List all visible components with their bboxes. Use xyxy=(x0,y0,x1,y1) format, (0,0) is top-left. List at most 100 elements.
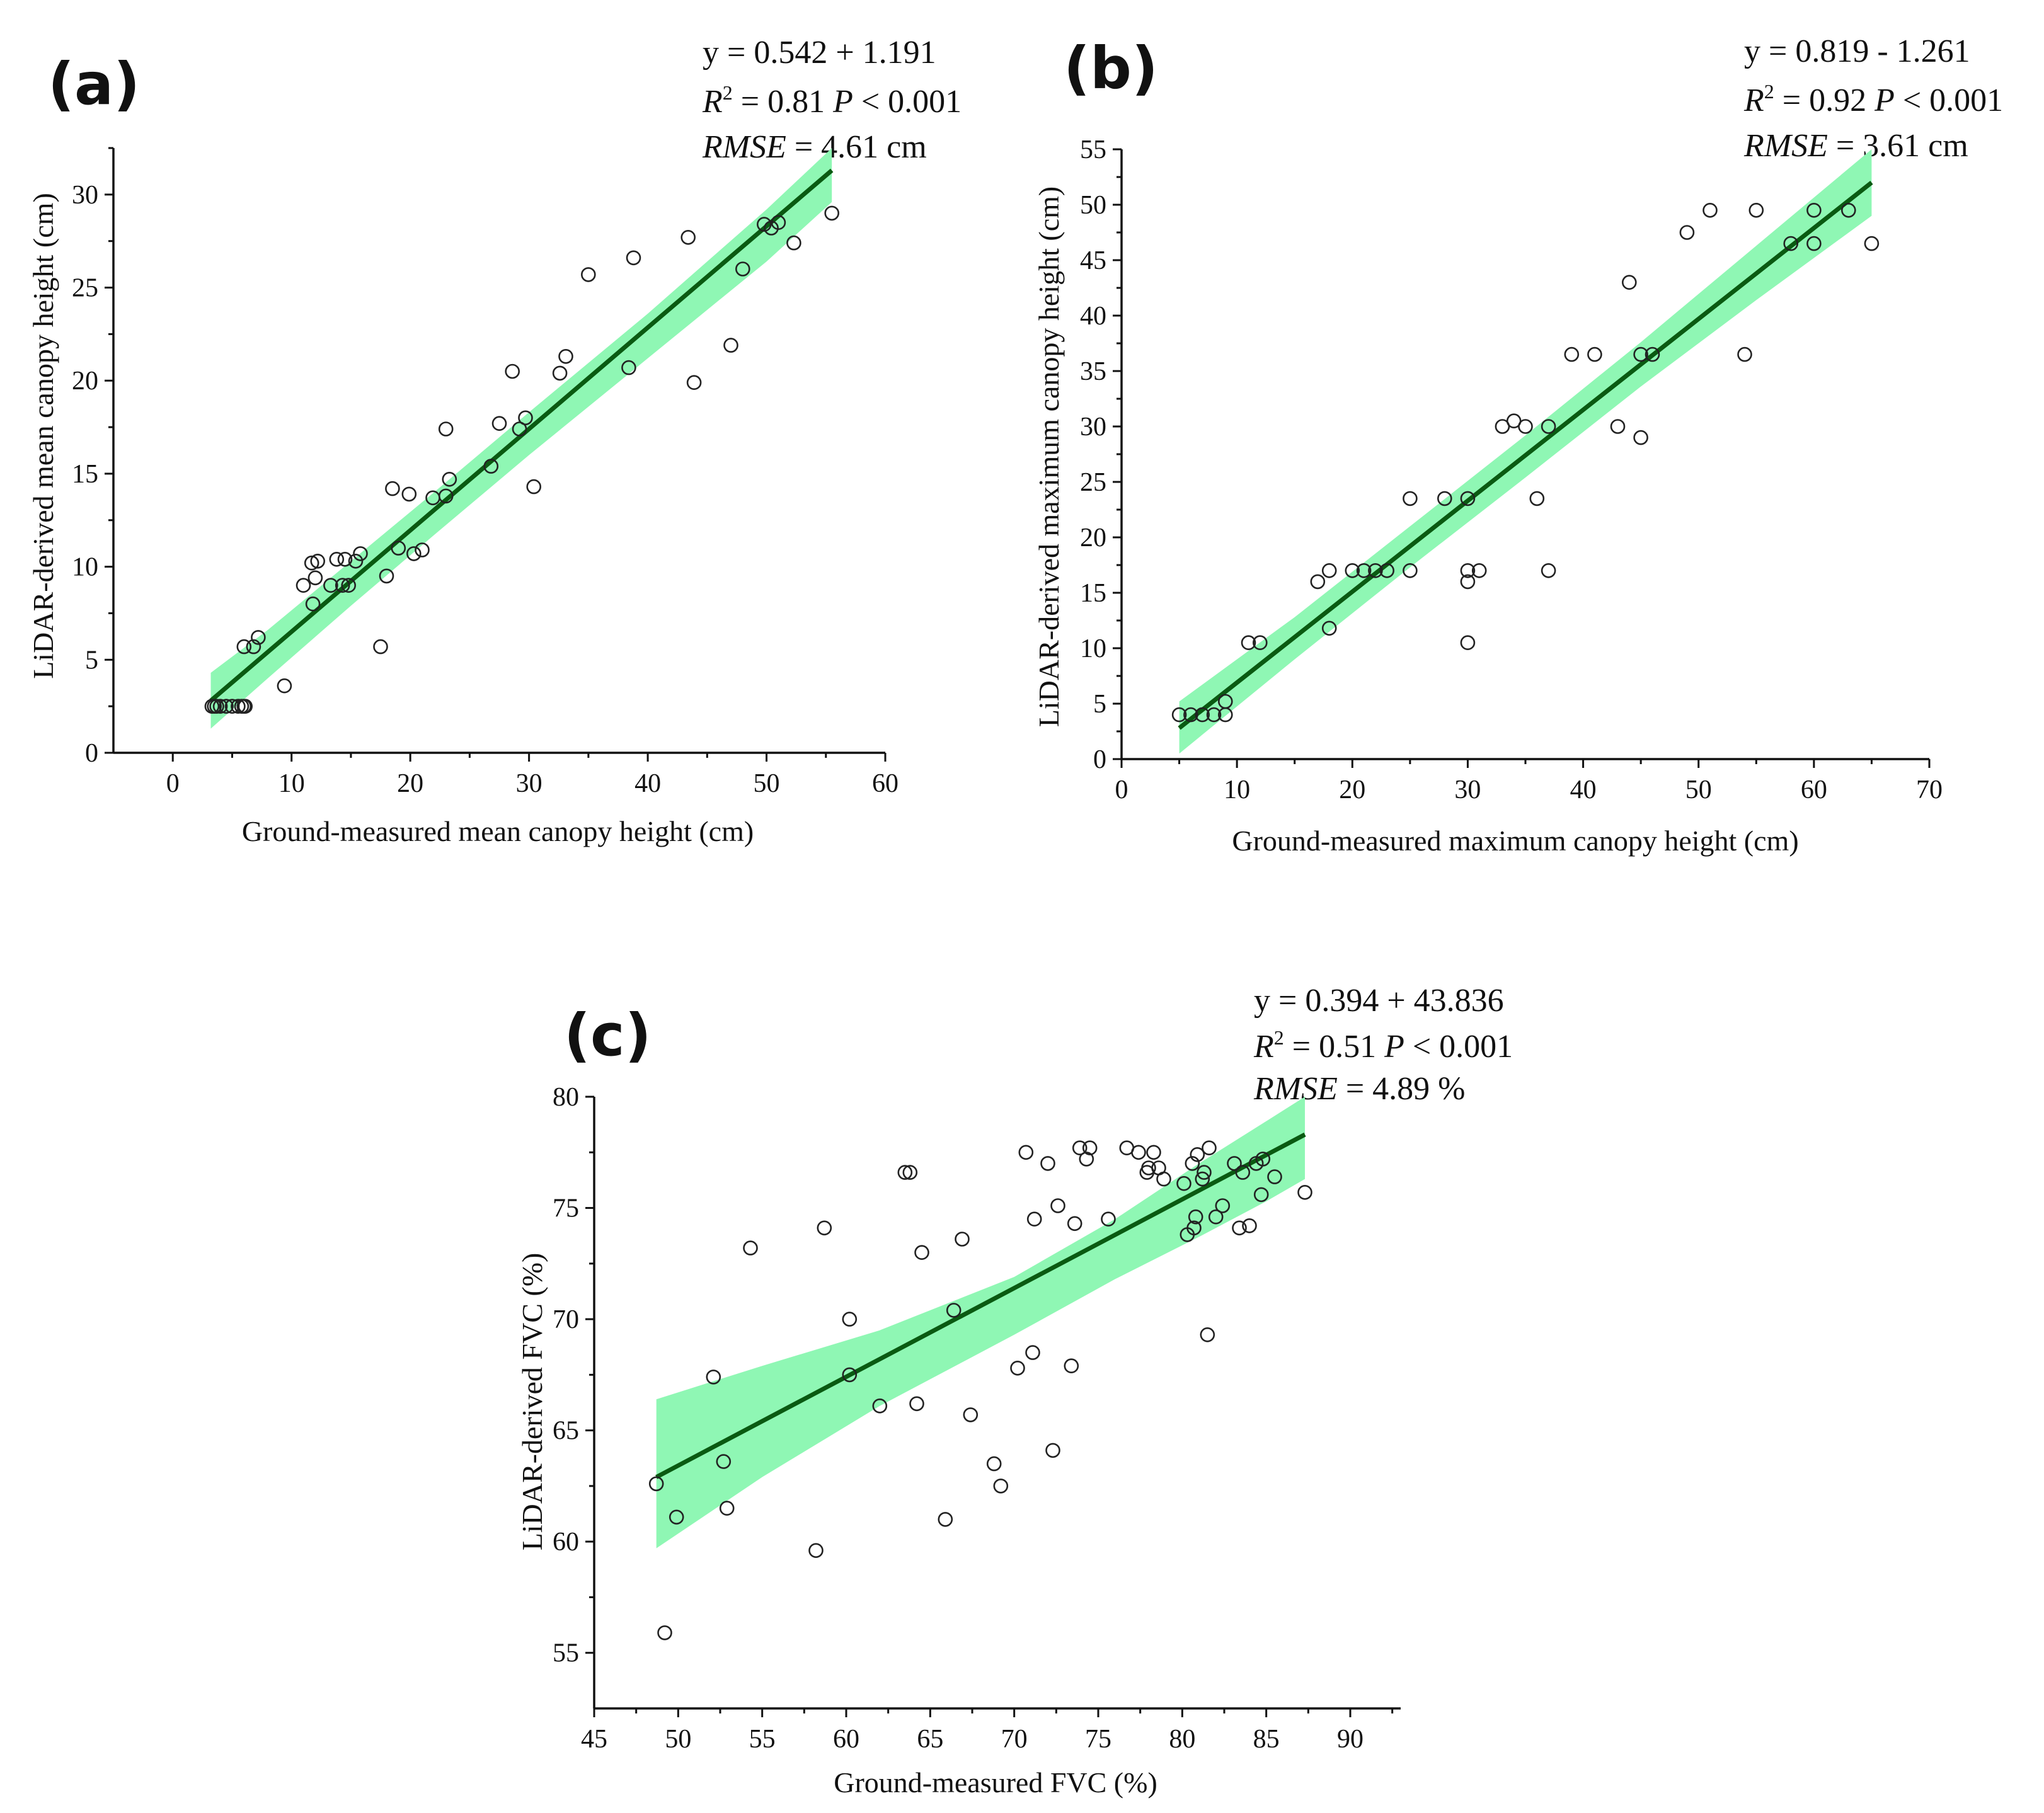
panel-b-data-point xyxy=(1841,202,1856,218)
panel-b-data-point xyxy=(1460,491,1476,506)
panel-c-data-point xyxy=(1232,1220,1247,1236)
panel-b-data-point xyxy=(1541,419,1556,434)
panel-c-data-point xyxy=(1186,1220,1202,1236)
panel-a-y-tick-label: 30 xyxy=(72,181,98,210)
panel-c-x-tick-label: 60 xyxy=(833,1725,859,1754)
panel-b-data-point xyxy=(1460,563,1476,578)
panel-a-x-tick-label: 60 xyxy=(872,769,899,798)
panel-a-x-tick-label: 40 xyxy=(634,769,661,798)
panel-c-data-point xyxy=(1242,1218,1257,1233)
panel-a-data-point xyxy=(310,553,326,569)
panel-a-data-point xyxy=(512,421,527,437)
panel-a-y-tick-label: 15 xyxy=(72,460,98,489)
panel-a-data-point xyxy=(209,699,224,714)
panel-b-stats: y = 0.819 - 1.261 R2 = 0.92 P < 0.001 RM… xyxy=(1743,33,2003,164)
panel-a-x-axis-label: Ground-measured mean canopy height (cm) xyxy=(242,815,754,847)
panel-a-y-tick-label: 5 xyxy=(85,646,98,675)
panel-a-data-point xyxy=(231,699,246,714)
panel-b-data-point xyxy=(1679,225,1695,240)
panel-c-data-point xyxy=(808,1543,824,1558)
panel-a-data-point xyxy=(379,568,394,584)
panel-b-x-tick-label: 10 xyxy=(1224,775,1250,804)
panel-a-data-point xyxy=(491,416,507,432)
panel-b-data-point xyxy=(1783,236,1798,251)
panel-b-y-tick-label: 30 xyxy=(1080,413,1106,442)
panel-a-data-point xyxy=(415,542,430,558)
panel-b-data-point xyxy=(1356,563,1372,578)
panel-a-x-tick-label: 30 xyxy=(516,769,543,798)
panel-a-y-tick-label: 25 xyxy=(72,274,98,303)
panel-c-data-point xyxy=(902,1165,918,1180)
panel-c-data-point xyxy=(1227,1156,1242,1171)
panel-c-data-point xyxy=(1215,1198,1231,1213)
panel-a-data-point xyxy=(277,678,292,694)
panel-a-data-point xyxy=(337,551,353,567)
panel-c-x-tick-label: 80 xyxy=(1169,1725,1195,1754)
panel-c-regression-line xyxy=(655,1132,1306,1479)
panel-b-rmse: RMSE = 3.61 cm xyxy=(1743,128,1968,164)
panel-c-rmse: RMSE = 4.89 % xyxy=(1253,1071,1466,1107)
panel-a-data-point xyxy=(373,639,388,655)
panel-a-label: (a) xyxy=(48,50,140,118)
panel-c-data-point xyxy=(1079,1152,1094,1167)
panel-a-data-point xyxy=(385,481,400,496)
panel-b-y-tick-label: 35 xyxy=(1080,357,1106,386)
panel-a-data-point xyxy=(323,578,338,593)
panel-a-data-point xyxy=(391,540,406,556)
panel-c-x-tick-label: 85 xyxy=(1253,1725,1280,1754)
panel-a-data-point xyxy=(680,229,696,245)
panel-b-x-tick-label: 50 xyxy=(1685,775,1712,804)
panel-b-data-point xyxy=(1518,419,1533,434)
panel-b-data-point xyxy=(1748,202,1764,218)
panel-b-data-point xyxy=(1622,275,1637,290)
panel-a-data-point xyxy=(329,551,345,567)
panel-b-data-point xyxy=(1460,574,1476,590)
panel-c-y-tick-label: 80 xyxy=(553,1083,579,1112)
panel-c-label: (c) xyxy=(564,1002,652,1069)
panel-b-y-tick-label: 20 xyxy=(1080,523,1106,552)
panel-c-data-point xyxy=(1026,1211,1042,1227)
panel-b-x-tick-label: 40 xyxy=(1570,775,1597,804)
panel-c-x-tick-label: 70 xyxy=(1001,1725,1028,1754)
panel-b-data-point xyxy=(1737,346,1752,362)
panel-b-data-point xyxy=(1241,635,1256,651)
panel-b-data-point xyxy=(1310,574,1326,590)
panel-a-data-point xyxy=(341,578,357,593)
panel-c-data-point xyxy=(1208,1209,1224,1225)
panel-b-x-tick-label: 0 xyxy=(1115,775,1128,804)
panel-a-data-point xyxy=(438,488,454,504)
panel-a-data-point xyxy=(580,267,596,282)
panel-b-data-point xyxy=(1529,491,1545,506)
panel-c-data-point xyxy=(1018,1145,1034,1160)
panel-a-data-point xyxy=(505,363,520,379)
panel-b-data-point xyxy=(1645,346,1660,362)
panel-c-y-tick-label: 60 xyxy=(553,1528,579,1557)
panel-c-x-tick-label: 50 xyxy=(665,1725,691,1754)
panel-c-data-point xyxy=(938,1512,953,1527)
panel-b-data-point xyxy=(1633,346,1648,362)
panel-c-data-point xyxy=(1072,1140,1088,1155)
panel-a-data-point xyxy=(518,410,533,426)
panel-c-data-point xyxy=(1297,1185,1312,1200)
panel-a: (a) y = 0.542 + 1.191 R2 = 0.81 P < 0.00… xyxy=(27,35,962,847)
panel-b-y-tick-label: 25 xyxy=(1080,468,1106,497)
panel-c-data-point xyxy=(1185,1156,1200,1171)
panel-c-data-point xyxy=(1253,1187,1269,1203)
panel-c-y-tick-label: 70 xyxy=(553,1305,579,1334)
panel-a-data-point xyxy=(353,546,368,561)
panel-a-data-point xyxy=(304,555,319,571)
panel-b-data-point xyxy=(1437,491,1452,506)
panel-a-p-value: < 0.001 xyxy=(861,84,962,120)
panel-b-x-tick-label: 70 xyxy=(1916,775,1943,804)
panel-c-data-point xyxy=(1010,1361,1025,1376)
panel-b-data-point xyxy=(1253,635,1268,651)
panel-b-x-tick-label: 60 xyxy=(1801,775,1827,804)
panel-c-data-point xyxy=(716,1454,732,1469)
panel-b-data-point xyxy=(1460,635,1476,651)
panel-b-data-point xyxy=(1368,563,1383,578)
panel-c-data-point xyxy=(1141,1160,1156,1175)
panel-c-x-tick-label: 55 xyxy=(749,1725,776,1754)
panel-c-data-point xyxy=(706,1370,721,1385)
panel-c-x-tick-label: 75 xyxy=(1085,1725,1111,1754)
panel-b-y-tick-label: 40 xyxy=(1080,302,1106,331)
